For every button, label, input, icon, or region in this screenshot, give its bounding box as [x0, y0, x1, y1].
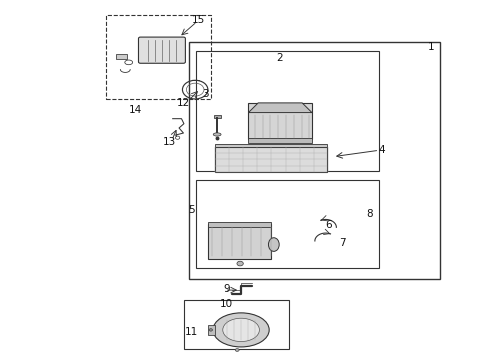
- Text: 15: 15: [192, 15, 205, 26]
- Text: 3: 3: [202, 89, 209, 99]
- Text: 9: 9: [223, 284, 230, 294]
- Ellipse shape: [235, 348, 239, 351]
- Ellipse shape: [213, 133, 221, 136]
- Bar: [248, 138, 312, 143]
- Text: 8: 8: [367, 209, 373, 219]
- Text: 4: 4: [378, 144, 385, 154]
- Bar: [208, 222, 271, 227]
- Ellipse shape: [237, 261, 244, 266]
- Text: 13: 13: [163, 138, 176, 147]
- FancyBboxPatch shape: [139, 37, 185, 63]
- Text: 14: 14: [128, 105, 142, 115]
- Text: 11: 11: [185, 327, 198, 337]
- Ellipse shape: [209, 329, 213, 331]
- Text: 5: 5: [188, 206, 195, 216]
- Bar: [189, 42, 441, 279]
- Text: 7: 7: [340, 238, 346, 248]
- Ellipse shape: [213, 313, 269, 347]
- Bar: [214, 115, 220, 118]
- Bar: [196, 51, 379, 171]
- Text: 2: 2: [276, 53, 283, 63]
- Bar: [215, 147, 327, 172]
- Text: 10: 10: [220, 299, 233, 309]
- Polygon shape: [248, 103, 312, 113]
- Text: 1: 1: [427, 42, 434, 52]
- Ellipse shape: [269, 238, 279, 251]
- Bar: [215, 144, 327, 147]
- Polygon shape: [208, 224, 271, 259]
- Bar: [184, 300, 289, 348]
- Ellipse shape: [223, 318, 259, 342]
- Text: 6: 6: [325, 220, 331, 230]
- Bar: [208, 325, 215, 335]
- Text: 12: 12: [177, 98, 191, 108]
- Bar: [106, 15, 211, 99]
- Bar: [196, 180, 379, 268]
- Polygon shape: [248, 103, 312, 139]
- Bar: [117, 54, 127, 59]
